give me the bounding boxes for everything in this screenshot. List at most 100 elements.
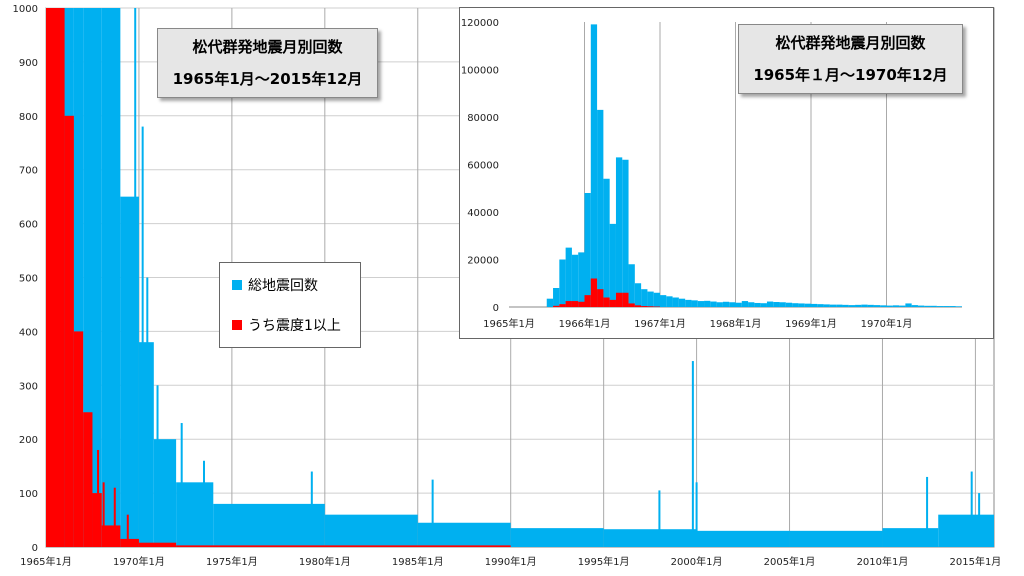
spike-total — [431, 479, 434, 547]
legend-item-total: 総地震回数 — [232, 275, 318, 295]
inset-bar-total — [766, 301, 774, 307]
inset-y-tick-label: 20000 — [467, 256, 499, 267]
inset-bar-total — [955, 306, 962, 307]
x-tick-label: 2000年1月 — [671, 555, 723, 568]
inset-bar-total — [829, 304, 837, 307]
inset-bar-total — [792, 303, 799, 307]
x-tick-label: 2010年1月 — [857, 555, 909, 568]
inset-bar-total — [779, 302, 786, 307]
y-tick-label: 400 — [19, 327, 38, 338]
inset-bar-total — [597, 109, 604, 307]
inset-bar-total — [660, 295, 667, 307]
bar-intensity1 — [138, 542, 177, 547]
legend-label-intensity1: うち震度1以上 — [248, 318, 341, 334]
inset-bar-intensity1 — [578, 301, 585, 307]
main-title-line1: 松代群発地震月別回数 — [192, 38, 343, 56]
x-tick-label: 2005年1月 — [764, 555, 816, 568]
inset-bar-total — [653, 292, 660, 307]
spike-total — [658, 490, 661, 547]
inset-bar-total — [949, 306, 956, 307]
main-chart-title: 松代群発地震月別回数 1965年1月～2015年12月 — [157, 28, 378, 98]
bar-total — [882, 528, 939, 547]
y-tick-label: 0 — [32, 543, 38, 554]
inset-y-tick-label: 0 — [493, 303, 499, 314]
bar-total — [510, 528, 604, 547]
inset-bar-total — [798, 303, 805, 307]
inset-bar-total — [823, 304, 830, 307]
inset-bar-total — [855, 304, 862, 307]
inset-bar-intensity1 — [571, 301, 579, 307]
inset-bar-total — [892, 305, 900, 307]
inset-y-tick-label: 100000 — [461, 66, 499, 77]
bar-total — [603, 529, 697, 547]
inset-bar-intensity1 — [609, 299, 616, 307]
inset-bar-intensity1 — [590, 278, 598, 307]
inset-bar-total — [710, 301, 717, 307]
inset-bar-total — [804, 303, 811, 307]
spike-total — [134, 8, 137, 547]
inset-bar-total — [848, 305, 856, 307]
inset-bar-intensity1 — [565, 301, 572, 307]
inset-bar-total — [666, 296, 673, 307]
bar-intensity1 — [46, 8, 65, 547]
bar-total — [73, 8, 84, 547]
inset-bar-total — [578, 252, 585, 307]
x-tick-label: 1985年1月 — [392, 555, 444, 568]
inset-bar-total — [741, 301, 749, 307]
inset-bar-total — [842, 304, 849, 307]
spike-intensity1 — [97, 449, 100, 547]
inset-bar-total — [817, 304, 824, 307]
spike-total — [926, 476, 929, 547]
legend-item-intensity1: うち震度1以上 — [232, 315, 341, 335]
inset-bar-total — [672, 297, 679, 307]
spike-intensity1 — [126, 514, 129, 547]
inset-bar-total — [559, 259, 566, 307]
y-tick-label: 800 — [19, 112, 38, 123]
inset-bar-total — [936, 306, 944, 307]
spike-intensity1 — [113, 487, 116, 547]
main-title-line2: 1965年1月～2015年12月 — [172, 70, 363, 88]
inset-bar-total — [622, 159, 629, 307]
inset-bar-total — [943, 306, 950, 307]
inset-bar-intensity1 — [559, 304, 566, 307]
bar-total — [153, 439, 177, 547]
x-tick-label: 1965年1月 — [20, 555, 72, 568]
inset-bar-intensity1 — [603, 297, 610, 307]
inset-bar-total — [685, 299, 692, 307]
bar-total — [213, 503, 325, 547]
inset-bar-intensity1 — [641, 306, 648, 307]
inset-bar-intensity1 — [553, 305, 560, 307]
spike-intensity1 — [46, 385, 49, 547]
inset-bar-total — [647, 291, 654, 307]
inset-bar-total — [628, 264, 635, 307]
inset-chart-title: 松代群発地震月別回数 1965年１月～1970年12月 — [738, 24, 963, 94]
bar-total — [324, 514, 418, 547]
inset-bar-total — [553, 288, 560, 307]
inset-bar-total — [571, 254, 579, 307]
inset-bar-total — [691, 300, 698, 307]
bar-intensity1 — [83, 412, 93, 547]
inset-bar-total — [886, 305, 893, 307]
spike-total — [310, 471, 313, 547]
inset-bar-total — [911, 305, 918, 307]
inset-bar-total — [924, 305, 931, 307]
x-tick-label: 1980年1月 — [299, 555, 351, 568]
inset-title-line2: 1965年１月～1970年12月 — [753, 66, 948, 84]
inset-bar-total — [899, 305, 906, 307]
y-tick-label: 600 — [19, 220, 38, 231]
inset-bar-total — [735, 302, 742, 307]
inset-bar-total — [716, 302, 723, 307]
spike-total — [978, 493, 981, 547]
y-tick-label: 300 — [19, 381, 38, 392]
inset-bar-total — [565, 247, 572, 307]
inset-x-tick-label: 1968年1月 — [710, 317, 762, 330]
inset-bar-intensity1 — [647, 306, 654, 307]
inset-bar-total — [754, 302, 761, 307]
inset-bar-total — [603, 178, 610, 307]
spike-total — [156, 385, 159, 547]
inset-x-tick-label: 1969年1月 — [785, 317, 837, 330]
x-tick-label: 1990年1月 — [485, 555, 537, 568]
inset-y-tick-label: 80000 — [467, 113, 499, 124]
x-tick-label: 1995年1月 — [578, 555, 630, 568]
inset-x-tick-label: 1966年1月 — [559, 317, 611, 330]
